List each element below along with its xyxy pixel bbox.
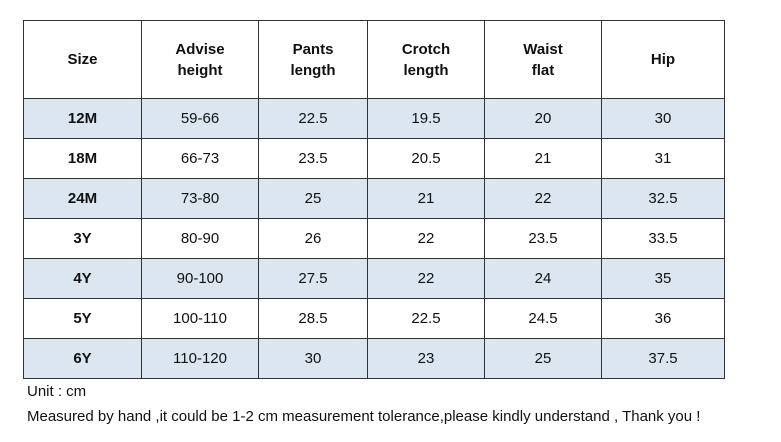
table-cell: 33.5: [601, 218, 725, 259]
size-table: Size Advise height Pants length Crotch leng…: [23, 20, 725, 379]
table-row: 6Y 110-120 30 23 25 37.5: [23, 338, 725, 379]
table-cell: 28.5: [258, 298, 368, 339]
table-row: 5Y 100-110 28.5 22.5 24.5 36: [23, 298, 725, 339]
table-row: 24M 73-80 25 21 22 32.5: [23, 178, 725, 219]
table-cell: 21: [367, 178, 485, 219]
table-cell: 110-120: [141, 338, 259, 379]
table-cell: 25: [484, 338, 602, 379]
tolerance-note: Measured by hand ,it could be 1-2 cm mea…: [27, 408, 701, 425]
table-cell: 22: [484, 178, 602, 219]
column-header: Crotch length: [367, 20, 485, 99]
table-row: 4Y 90-100 27.5 22 24 35: [23, 258, 725, 299]
table-cell: 32.5: [601, 178, 725, 219]
table-cell: 26: [258, 218, 368, 259]
table-cell: 80-90: [141, 218, 259, 259]
table-cell: 20.5: [367, 138, 485, 179]
table-cell: 23: [367, 338, 485, 379]
table-row: 3Y 80-90 26 22 23.5 33.5: [23, 218, 725, 259]
table-cell: 30: [601, 98, 725, 139]
column-header: Pants length: [258, 20, 368, 99]
size-cell: 12M: [23, 98, 142, 139]
table-cell: 35: [601, 258, 725, 299]
size-cell: 24M: [23, 178, 142, 219]
table-cell: 22: [367, 218, 485, 259]
table-cell: 30: [258, 338, 368, 379]
table-cell: 21: [484, 138, 602, 179]
header-row: Size Advise height Pants length Crotch leng…: [23, 20, 725, 99]
table-cell: 90-100: [141, 258, 259, 299]
unit-note: Unit : cm: [27, 383, 87, 400]
column-header: Hip: [601, 20, 725, 99]
column-header: Size: [23, 20, 142, 99]
table-cell: 19.5: [367, 98, 485, 139]
table-cell: 66-73: [141, 138, 259, 179]
table-cell: 27.5: [258, 258, 368, 299]
table-cell: 22.5: [258, 98, 368, 139]
table-cell: 59-66: [141, 98, 259, 139]
table-cell: 31: [601, 138, 725, 179]
size-cell: 4Y: [23, 258, 142, 299]
column-header: Advise height: [141, 20, 259, 99]
table-row: 18M 66-73 23.5 20.5 21 31: [23, 138, 725, 179]
table-cell: 24: [484, 258, 602, 299]
table-cell: 24.5: [484, 298, 602, 339]
table-cell: 23.5: [258, 138, 368, 179]
size-cell: 3Y: [23, 218, 142, 259]
table-cell: 37.5: [601, 338, 725, 379]
table-cell: 22.5: [367, 298, 485, 339]
size-cell: 6Y: [23, 338, 142, 379]
table-cell: 100-110: [141, 298, 259, 339]
table-row: 12M 59-66 22.5 19.5 20 30: [23, 98, 725, 139]
table-cell: 25: [258, 178, 368, 219]
size-cell: 18M: [23, 138, 142, 179]
table-cell: 22: [367, 258, 485, 299]
size-cell: 5Y: [23, 298, 142, 339]
table-cell: 36: [601, 298, 725, 339]
table-cell: 23.5: [484, 218, 602, 259]
column-header: Waist flat: [484, 20, 602, 99]
table-cell: 73-80: [141, 178, 259, 219]
table-cell: 20: [484, 98, 602, 139]
